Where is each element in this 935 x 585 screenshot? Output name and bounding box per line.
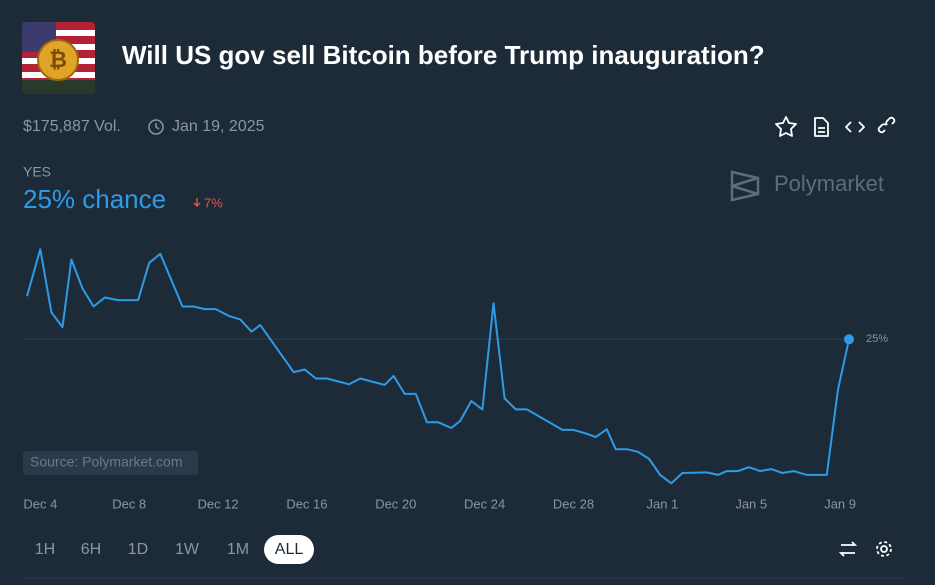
outcome-label: YES	[23, 164, 51, 180]
x-tick-label: Jan 1	[646, 496, 678, 511]
source-box	[23, 451, 198, 475]
x-tick-label: Dec 4	[23, 496, 57, 511]
range-button[interactable]: 1D	[128, 541, 148, 558]
market-icon: ₿	[22, 22, 95, 94]
x-tick-label: Jan 9	[824, 496, 856, 511]
embed-button[interactable]	[845, 121, 865, 133]
x-tick-label: Dec 24	[464, 496, 505, 511]
document-button[interactable]	[814, 117, 829, 137]
volume: $175,887 Vol.	[23, 118, 121, 135]
x-tick-label: Dec 20	[375, 496, 416, 511]
price-line	[26, 248, 850, 485]
range-button[interactable]: 6H	[81, 541, 101, 558]
settings-button[interactable]	[876, 541, 892, 557]
market-title: Will US gov sell Bitcoin before Trump in…	[122, 40, 765, 70]
range-button[interactable]: 1M	[227, 541, 249, 558]
x-tick-label: Jan 5	[735, 496, 767, 511]
brand: Polymarket	[774, 171, 884, 196]
brand-logo	[730, 170, 760, 202]
range-button[interactable]: 1H	[35, 541, 55, 558]
range-button[interactable]: 1W	[175, 541, 200, 558]
x-tick-label: Dec 16	[286, 496, 327, 511]
range-button[interactable]: ALL	[275, 541, 304, 558]
end-date: Jan 19, 2025	[172, 118, 265, 135]
x-tick-label: Dec 8	[112, 496, 146, 511]
range-selected	[264, 535, 314, 564]
chance: 25% chance	[23, 184, 166, 214]
source: Source: Polymarket.com	[30, 454, 183, 470]
star-button[interactable]	[775, 116, 797, 137]
svg-text:₿: ₿	[49, 47, 67, 72]
y-tick-label: 25%	[866, 333, 888, 345]
x-tick-label: Dec 28	[553, 496, 594, 511]
x-tick-label: Dec 12	[197, 496, 238, 511]
link-button[interactable]	[877, 116, 896, 134]
last-point	[844, 334, 854, 345]
down-arrow	[193, 198, 201, 207]
clock-icon	[148, 119, 164, 135]
change: 7%	[204, 195, 223, 210]
swap-button[interactable]	[838, 541, 858, 557]
time-ranges: 1H 6H 1D 1W 1M ALL	[35, 535, 314, 564]
